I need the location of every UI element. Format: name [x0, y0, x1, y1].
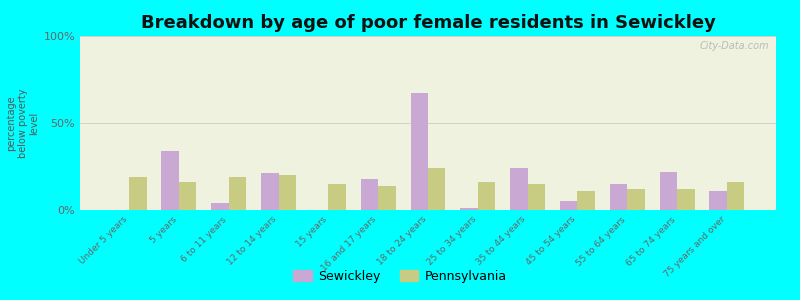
Bar: [211, 203, 229, 210]
Bar: [710, 191, 727, 210]
Bar: [179, 182, 196, 210]
Bar: [727, 182, 744, 210]
Title: Breakdown by age of poor female residents in Sewickley: Breakdown by age of poor female resident…: [141, 14, 715, 32]
Bar: [162, 151, 179, 210]
Bar: [677, 189, 694, 210]
Bar: [378, 186, 396, 210]
Bar: [528, 184, 545, 210]
Bar: [361, 179, 378, 210]
Bar: [410, 93, 428, 210]
Bar: [560, 201, 578, 210]
Bar: [278, 175, 296, 210]
Bar: [478, 182, 495, 210]
Bar: [510, 168, 528, 210]
Bar: [428, 168, 446, 210]
Bar: [610, 184, 627, 210]
Bar: [129, 177, 146, 210]
Bar: [660, 172, 677, 210]
Bar: [578, 191, 595, 210]
Bar: [261, 173, 278, 210]
Bar: [229, 177, 246, 210]
Bar: [460, 208, 478, 210]
Bar: [328, 184, 346, 210]
Y-axis label: percentage
below poverty
level: percentage below poverty level: [6, 88, 39, 158]
Bar: [627, 189, 645, 210]
Text: City-Data.com: City-Data.com: [699, 41, 769, 51]
Legend: Sewickley, Pennsylvania: Sewickley, Pennsylvania: [288, 265, 512, 288]
